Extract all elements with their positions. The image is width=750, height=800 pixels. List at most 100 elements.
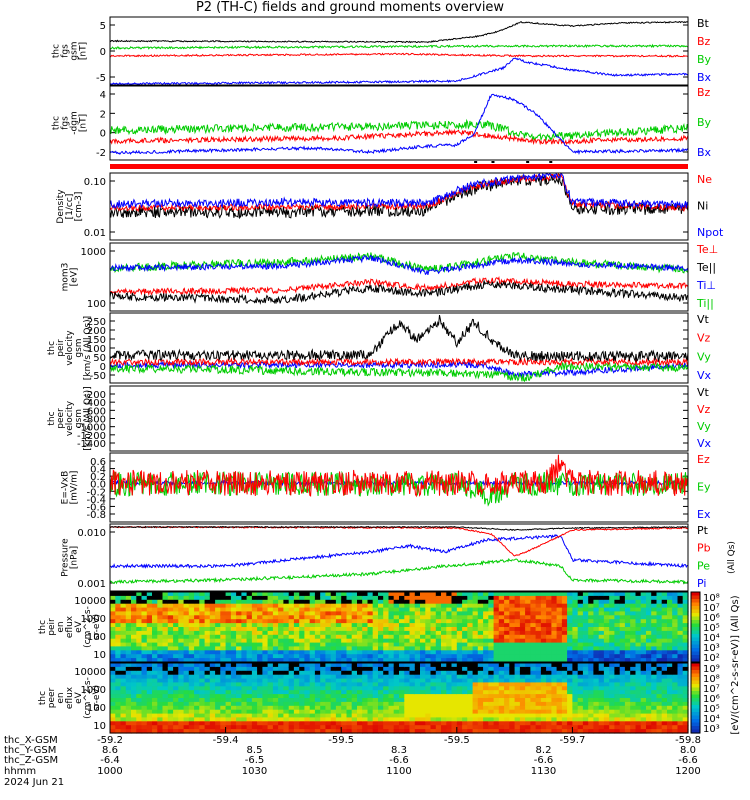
spectrogram-cell [483, 666, 489, 672]
spectrogram-cell [588, 666, 595, 672]
spectrogram-cell [477, 642, 484, 648]
spectrogram-cell [209, 717, 216, 722]
spectrogram-cell [656, 721, 663, 726]
spectrogram-cell [414, 663, 421, 668]
spectrogram-cell [241, 603, 248, 609]
spectrogram-cell [204, 623, 211, 628]
spectrogram-cell [341, 627, 348, 632]
spectrogram-cell [362, 627, 369, 632]
spectrogram-cell [241, 713, 248, 719]
y-axis-label: velocity [65, 330, 75, 366]
spectrogram-cell [640, 607, 647, 613]
spectrogram-cell [651, 670, 658, 676]
spectrogram-cell [404, 658, 411, 663]
spectrogram-cell [209, 701, 216, 707]
spectrogram-cell [535, 713, 542, 719]
spectrogram-cell [299, 682, 306, 687]
spectrogram-cell [236, 666, 242, 672]
spectrogram-cell [640, 603, 647, 609]
spectrogram-cell [341, 729, 348, 734]
spectrogram-cell [504, 729, 510, 734]
spectrogram-cell [110, 658, 116, 663]
plot-title: P2 (TH-C) fields and ground moments over… [195, 0, 505, 15]
spectrogram-cell [556, 646, 563, 651]
spectrogram-cell [278, 705, 284, 711]
spectrogram-cell [351, 603, 358, 609]
spectrogram-cell [598, 713, 605, 719]
spectrogram-cell [651, 646, 658, 651]
spectrogram-cell [483, 654, 489, 659]
spectrogram-cell [498, 642, 505, 648]
spectrogram-cell [435, 713, 442, 719]
spectrogram-cell [251, 682, 258, 687]
spectrogram-cell [646, 650, 652, 655]
spectrogram-cell [330, 709, 337, 715]
spectrogram-cell [120, 634, 127, 640]
spectrogram-cell [167, 627, 174, 632]
spectrogram-cell [451, 701, 458, 707]
spectrogram-cell [110, 615, 116, 620]
spectrogram-cell [330, 599, 337, 605]
spectrogram-cell [672, 701, 679, 707]
spectrogram-cell [388, 623, 395, 628]
spectrogram-cell [551, 678, 558, 684]
spectrogram-cell [194, 607, 200, 613]
spectrogram-cell [246, 725, 253, 730]
spectrogram-cell [362, 650, 369, 655]
spectrogram-cell [467, 709, 474, 715]
spectrogram-cell [388, 619, 395, 624]
spectrogram-cell [283, 650, 290, 655]
spectrogram-cell [367, 634, 374, 640]
spectrogram-cell [330, 717, 337, 722]
spectrogram-cell [183, 646, 190, 651]
spectrogram-cell [661, 682, 668, 687]
spectrogram-cell [341, 650, 348, 655]
spectrogram-cell [404, 623, 411, 628]
spectrogram-cell [152, 705, 158, 711]
spectrogram-cell [341, 678, 348, 684]
spectrogram-cell [540, 615, 547, 620]
spectrogram-cell [241, 717, 248, 722]
spectrogram-cell [357, 717, 363, 722]
spectrogram-cell [430, 725, 437, 730]
spectrogram-cell [498, 694, 505, 699]
spectrogram-cell [630, 725, 637, 730]
spectrogram-cell [514, 729, 521, 734]
colorbar-tick-label: 10⁸ [703, 674, 720, 685]
spectrogram-cell [672, 666, 679, 672]
spectrogram-cell [404, 670, 411, 676]
spectrogram-cell [152, 603, 158, 609]
spectrogram-cell [110, 705, 116, 711]
spectrogram-cell [362, 690, 369, 695]
spectrogram-cell [414, 670, 421, 676]
spectrogram-cell [624, 663, 631, 668]
spectrogram-cell [619, 611, 626, 616]
y-axis-label: [eV] [70, 268, 80, 287]
spectrogram-cell [593, 678, 600, 684]
spectrogram-cell [115, 599, 122, 605]
spectrogram-cell [372, 721, 379, 726]
spectrogram-cell [230, 705, 237, 711]
spectrogram-cell [488, 658, 495, 663]
spectrogram-cell [293, 627, 300, 632]
spectrogram-cell [241, 599, 248, 605]
spectrogram-cell [125, 630, 132, 636]
spectrogram-cell [667, 646, 673, 651]
spectrogram-cell [230, 627, 237, 632]
spectrogram-cell [467, 670, 474, 676]
spectrogram-cell [420, 717, 426, 722]
spectrogram-cell [257, 650, 263, 655]
spectrogram-cell [593, 623, 600, 628]
spectrogram-cell [341, 686, 348, 691]
spectrogram-cell [183, 599, 190, 605]
spectrogram-cell [125, 603, 132, 609]
spectrogram-cell [603, 729, 610, 734]
spectrogram-cell [404, 694, 411, 699]
spectrogram-cell [656, 630, 663, 636]
spectrogram-cell [582, 607, 589, 613]
spectrogram-cell [572, 709, 579, 715]
spectrogram-cell [467, 674, 474, 680]
spectrogram-cell [230, 619, 237, 624]
spectrogram-cell [225, 611, 232, 616]
